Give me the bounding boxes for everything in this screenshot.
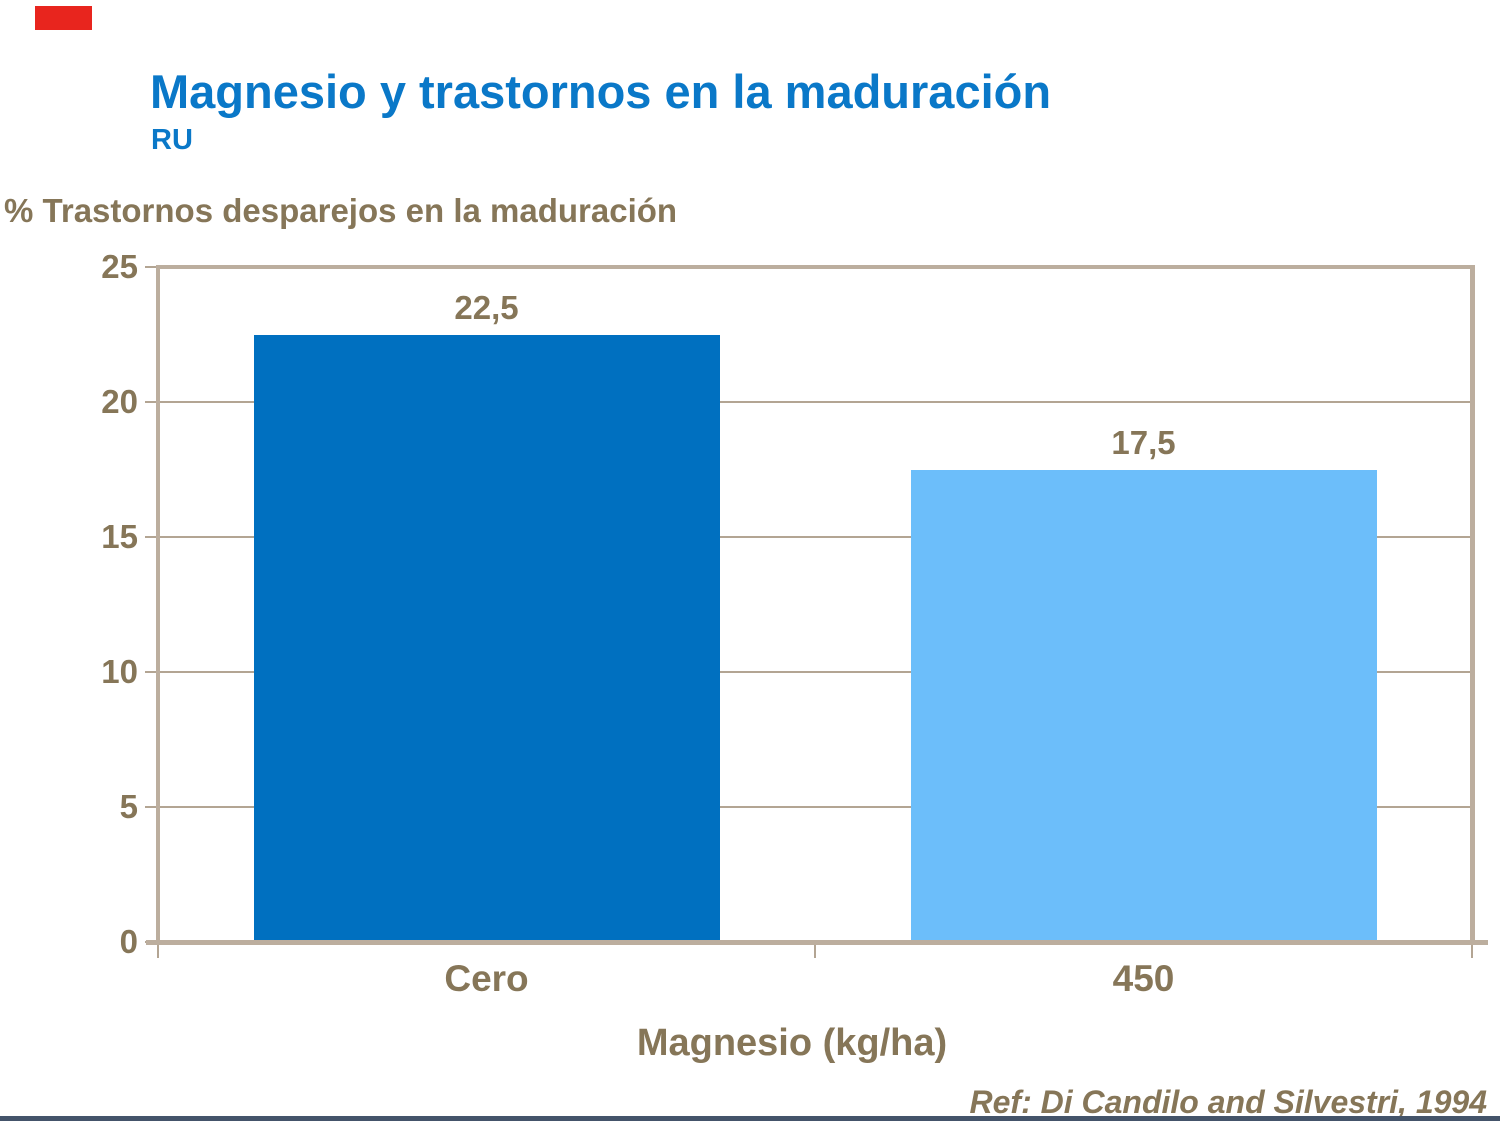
- gridline: [158, 806, 1472, 808]
- bar: [253, 334, 720, 942]
- y-tick-label: 25: [101, 248, 138, 285]
- y-tick-label: 0: [119, 923, 138, 960]
- x-category-label: 450: [1112, 958, 1175, 999]
- reference-text: Ref: Di Candilo and Silvestri, 1994: [969, 1084, 1487, 1120]
- y-tick-label: 15: [101, 518, 138, 555]
- bar-value-label: 17,5: [1111, 423, 1176, 461]
- y-axis-tick: [145, 671, 158, 673]
- x-axis-tick: [814, 945, 816, 958]
- y-axis-tick: [145, 806, 158, 808]
- bottom-divider-line: [0, 1116, 1500, 1121]
- y-tick-label: 10: [101, 653, 138, 690]
- red-accent-rect: [35, 6, 92, 30]
- x-category-label: Cero: [444, 958, 529, 999]
- bar-value-label: 22,5: [454, 288, 519, 326]
- plot-top-border: [156, 265, 1474, 269]
- gridline: [158, 671, 1472, 673]
- chart-title: % Trastornos desparejos en la maduración: [4, 192, 678, 229]
- x-axis-tick: [1471, 945, 1473, 958]
- slide-subtitle: RU: [151, 124, 193, 156]
- x-axis-tick: [157, 945, 159, 958]
- y-axis-tick: [145, 266, 158, 268]
- slide-title: Magnesio y trastornos en la maduración: [150, 65, 1052, 118]
- x-axis-title: Magnesio (kg/ha): [636, 1022, 948, 1064]
- plot-right-border: [1470, 265, 1475, 944]
- bar: [910, 469, 1377, 942]
- x-axis-baseline: [146, 940, 1488, 945]
- y-tick-label: 20: [101, 383, 138, 420]
- gridline: [158, 536, 1472, 538]
- y-axis-tick: [145, 536, 158, 538]
- y-axis-line: [156, 265, 160, 944]
- gridline: [158, 401, 1472, 403]
- y-axis-tick: [145, 401, 158, 403]
- y-tick-label: 5: [119, 788, 138, 825]
